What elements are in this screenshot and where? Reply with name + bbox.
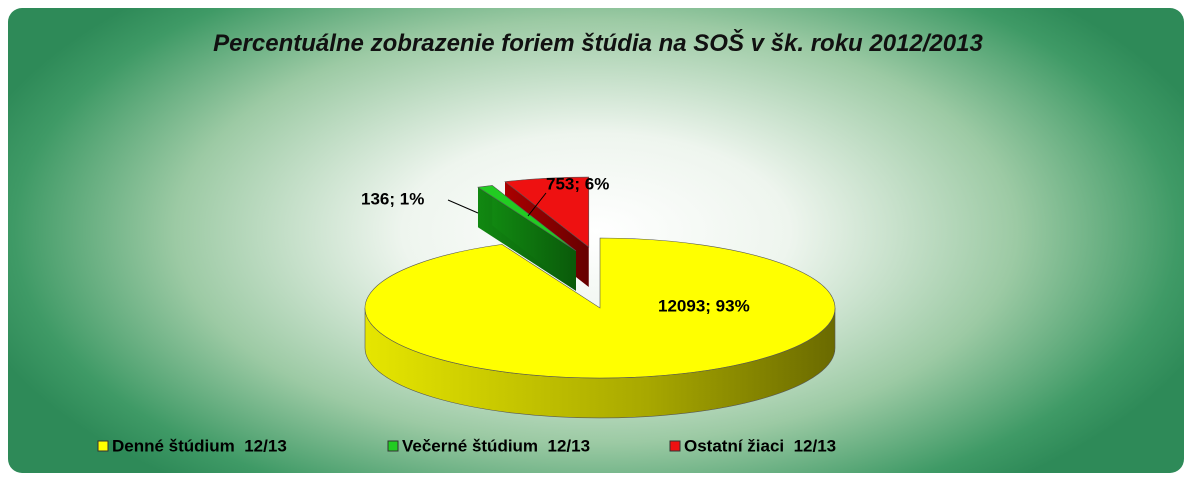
pie-slice xyxy=(364,237,836,379)
leader-line xyxy=(527,192,547,217)
chart: 12093; 93% 136; 1% 753; 6% Denné štúdium 12… xyxy=(97,174,836,455)
data-label: 12093; 93% xyxy=(658,296,750,315)
slice-edge xyxy=(492,185,577,291)
leader-line xyxy=(447,199,479,214)
pie-slice xyxy=(477,185,577,252)
data-label: 753; 6% xyxy=(546,174,609,193)
pie-slice xyxy=(504,176,590,248)
legend-label: Denné štúdium 12/13 xyxy=(112,436,287,455)
chart-area: Percentuálne zobrazenie foriem štúdia na… xyxy=(8,8,1184,473)
legend-swatch xyxy=(669,440,681,452)
legend-swatch xyxy=(387,440,399,452)
data-label: 136; 1% xyxy=(361,189,424,208)
legend-swatch xyxy=(97,440,109,452)
legend-label: Ostatní žiaci 12/13 xyxy=(684,436,836,455)
legend-label: Večerné štúdium 12/13 xyxy=(402,436,590,455)
chart-title: Percentuálne zobrazenie foriem štúdia na… xyxy=(213,30,983,57)
